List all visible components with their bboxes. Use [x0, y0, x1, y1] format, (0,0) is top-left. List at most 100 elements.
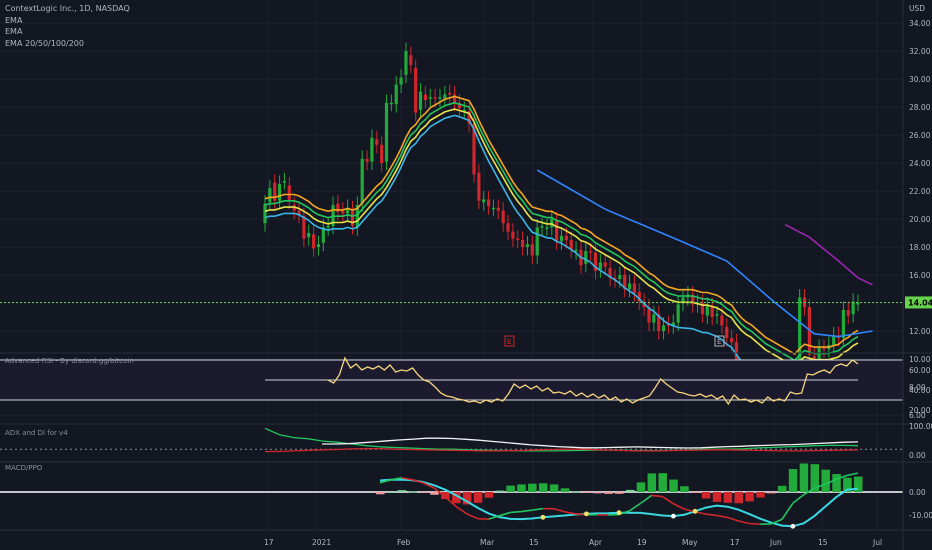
candle-body[interactable] — [273, 182, 277, 201]
candle-body[interactable] — [452, 94, 457, 103]
candle-body[interactable] — [370, 137, 374, 162]
candle-body[interactable] — [705, 305, 709, 316]
candle-body[interactable] — [530, 244, 534, 256]
candle-body[interactable] — [268, 188, 272, 203]
candle-body[interactable] — [700, 303, 705, 315]
candle-body[interactable] — [365, 158, 369, 162]
candle-body[interactable] — [326, 226, 330, 228]
candle-body[interactable] — [482, 199, 486, 203]
candle-body[interactable] — [720, 315, 724, 326]
candle-body[interactable] — [535, 227, 539, 256]
candle-body[interactable] — [681, 297, 685, 303]
study-label-ema-ribbon[interactable]: EMA 20/50/100/200 — [5, 39, 84, 48]
candle-body[interactable] — [598, 262, 602, 270]
candle-body[interactable] — [584, 251, 588, 264]
candle-body[interactable] — [414, 67, 418, 113]
candle-body[interactable] — [608, 268, 612, 278]
candle-body[interactable] — [521, 240, 525, 247]
candle-body[interactable] — [282, 181, 287, 183]
candle-body[interactable] — [380, 144, 384, 163]
candle-body[interactable] — [715, 314, 719, 316]
candle-body[interactable] — [817, 347, 821, 364]
candle-body[interactable] — [375, 139, 379, 145]
candle-body[interactable] — [486, 199, 491, 207]
candle-body[interactable] — [277, 184, 282, 201]
candle-body[interactable] — [569, 240, 573, 250]
candle-body[interactable] — [807, 307, 811, 355]
candle-body[interactable] — [618, 275, 622, 280]
candle-body[interactable] — [312, 234, 316, 249]
candle-body[interactable] — [389, 102, 393, 105]
candle-body[interactable] — [555, 220, 559, 242]
candle-body[interactable] — [540, 226, 544, 228]
candle-body[interactable] — [302, 216, 306, 239]
candle-body[interactable] — [418, 91, 423, 110]
macd-pane[interactable]: 0.00 -10.00 — [0, 461, 932, 529]
candle-body[interactable] — [832, 335, 836, 345]
candle-body[interactable] — [316, 244, 321, 247]
candle-body[interactable] — [564, 235, 568, 240]
candle-body[interactable] — [647, 307, 651, 323]
price-pane[interactable] — [0, 42, 903, 400]
candle-body[interactable] — [676, 304, 680, 323]
candle-body[interactable] — [652, 314, 656, 323]
candle-body[interactable] — [710, 305, 714, 317]
candle-body[interactable] — [637, 291, 641, 302]
candle-body[interactable] — [846, 310, 850, 316]
study-label-ema-1[interactable]: EMA — [5, 16, 23, 25]
candle-body[interactable] — [433, 97, 437, 99]
candle-body[interactable] — [516, 238, 520, 241]
candle-body[interactable] — [841, 310, 846, 338]
earnings-marker[interactable]: E — [504, 335, 515, 347]
candle-body[interactable] — [525, 244, 530, 247]
candle-body[interactable] — [477, 172, 481, 201]
candle-body[interactable] — [423, 94, 428, 100]
candle-body[interactable] — [798, 297, 802, 390]
candle-body[interactable] — [506, 223, 510, 232]
candle-body[interactable] — [360, 158, 364, 204]
candle-body[interactable] — [691, 294, 695, 305]
candle-body[interactable] — [851, 301, 855, 315]
earnings-marker[interactable]: E — [714, 335, 725, 347]
candle-body[interactable] — [462, 109, 466, 112]
candle-body[interactable] — [263, 203, 267, 224]
candle-body[interactable] — [321, 227, 325, 243]
candle-body[interactable] — [613, 277, 617, 280]
adx-pane[interactable]: 100.00 0.00 — [0, 422, 932, 460]
candle-body[interactable] — [671, 322, 675, 326]
candle-body[interactable] — [355, 205, 359, 228]
candle-body[interactable] — [501, 210, 505, 224]
candle-body[interactable] — [632, 283, 637, 294]
candle-body[interactable] — [443, 94, 447, 99]
candle-body[interactable] — [404, 51, 408, 75]
candle-body[interactable] — [428, 97, 432, 99]
price-axis[interactable]: 34.00 32.00 30.00 28.00 26.00 24.00 22.00 20.00… — [905, 19, 932, 420]
candle-body[interactable] — [409, 55, 413, 65]
candle-body[interactable] — [657, 314, 661, 331]
candle-body[interactable] — [287, 185, 291, 201]
study-label-ema-2[interactable]: EMA — [5, 27, 23, 36]
candle-body[interactable] — [394, 84, 398, 105]
candle-body[interactable] — [472, 123, 476, 175]
candle-body[interactable] — [307, 233, 311, 238]
candle-body[interactable] — [496, 207, 500, 211]
candle-body[interactable] — [589, 251, 593, 253]
candle-body[interactable] — [511, 231, 515, 239]
candle-body[interactable] — [491, 207, 496, 210]
candle-body[interactable] — [399, 77, 403, 85]
candle-body[interactable] — [627, 283, 632, 289]
candle-body[interactable] — [661, 325, 666, 331]
candle-body[interactable] — [346, 207, 350, 214]
candle-body[interactable] — [574, 249, 578, 252]
candle-body[interactable] — [341, 210, 345, 214]
rsi-pane[interactable]: 60.00 40.00 20.00 — [0, 352, 932, 415]
candle-body[interactable] — [448, 93, 452, 95]
candle-body[interactable] — [350, 209, 355, 226]
candle-body[interactable] — [297, 210, 301, 215]
candle-body[interactable] — [438, 97, 442, 99]
candle-body[interactable] — [467, 111, 471, 124]
candle-body[interactable] — [384, 102, 389, 162]
candle-body[interactable] — [603, 262, 607, 267]
candle-body[interactable] — [822, 347, 826, 350]
